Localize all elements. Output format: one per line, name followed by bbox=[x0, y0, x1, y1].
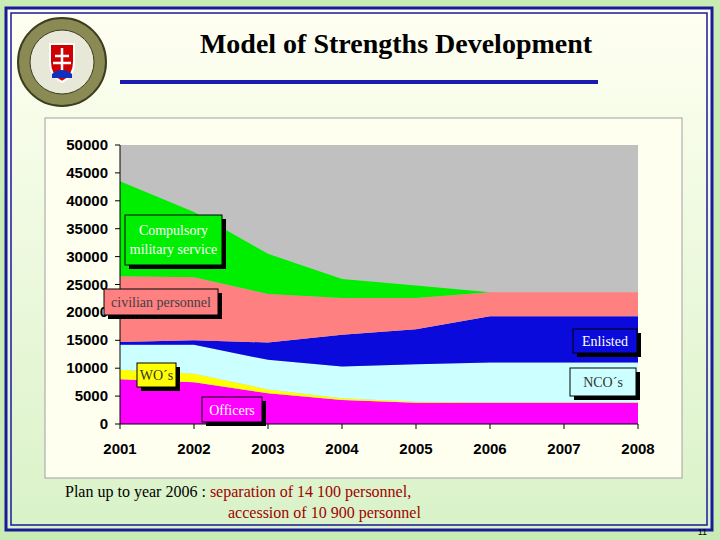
y-tick bbox=[115, 172, 120, 173]
x-tick-label: 2001 bbox=[103, 440, 136, 457]
slide-canvas: Model of Strengths Development 0 5000 10000… bbox=[0, 0, 720, 540]
frame-inner bbox=[11, 13, 707, 525]
x-tick bbox=[268, 424, 269, 429]
slide: Model of Strengths Development 0 5000 10000… bbox=[0, 0, 720, 540]
y-tick bbox=[115, 284, 120, 285]
x-tick bbox=[120, 424, 121, 429]
x-tick bbox=[194, 424, 195, 429]
legend: Officers WO´s NCO´s Enlisted civilian person… bbox=[104, 215, 641, 426]
legend-box bbox=[573, 329, 637, 353]
legend-label-line: Compulsory bbox=[139, 223, 208, 238]
y-tick bbox=[115, 145, 120, 146]
y-tick-label: 20000 bbox=[66, 303, 108, 320]
title-underline bbox=[120, 80, 598, 84]
legend-label: Compulsory military service bbox=[130, 223, 217, 257]
x-tick-label: 2008 bbox=[621, 440, 654, 457]
y-tick bbox=[115, 396, 120, 397]
chart-area bbox=[45, 118, 682, 478]
emblem-hills bbox=[52, 70, 72, 78]
x-tick-label: 2002 bbox=[177, 440, 210, 457]
x-tick-label: 2004 bbox=[325, 440, 359, 457]
y-tick-label: 25000 bbox=[66, 276, 108, 293]
y-tick-label: 30000 bbox=[66, 248, 108, 265]
legend-label: Enlisted bbox=[582, 334, 628, 349]
x-tick-label: 2003 bbox=[251, 440, 284, 457]
annotation: accession of 10 900 personnel bbox=[228, 504, 421, 522]
y-tick bbox=[115, 228, 120, 229]
x-tick bbox=[416, 424, 417, 429]
legend-label: Officers bbox=[209, 403, 255, 418]
emblem bbox=[18, 18, 106, 106]
annotation: Plan up to year 2006 : bbox=[65, 483, 210, 501]
legend-label: WO´s bbox=[140, 368, 173, 383]
legend-label: NCO´s bbox=[583, 375, 623, 390]
emblem-inner bbox=[30, 30, 94, 94]
y-tick-label: 40000 bbox=[66, 192, 108, 209]
x-axis bbox=[120, 424, 638, 425]
x-tick bbox=[564, 424, 565, 429]
y-tick bbox=[115, 340, 120, 341]
legend-box bbox=[137, 363, 176, 387]
y-tick bbox=[115, 424, 120, 425]
y-tick bbox=[115, 200, 120, 201]
x-tick bbox=[342, 424, 343, 429]
y-tick bbox=[115, 256, 120, 257]
y-tick-label: 45000 bbox=[66, 164, 108, 181]
y-tick-label: 5000 bbox=[75, 387, 108, 404]
x-tick bbox=[638, 424, 639, 429]
x-tick-label: 2007 bbox=[547, 440, 580, 457]
y-tick-label: 50000 bbox=[66, 136, 108, 153]
x-tick bbox=[490, 424, 491, 429]
legend-box bbox=[125, 215, 222, 265]
emblem-shield bbox=[50, 44, 74, 82]
legend-box bbox=[202, 397, 262, 422]
page-number: 11 bbox=[698, 527, 707, 537]
legend-label: civilian personnel bbox=[111, 295, 211, 310]
annotation-line: Plan up to year 2006 : separation of 14 … bbox=[65, 483, 411, 501]
legend-box bbox=[570, 368, 636, 396]
y-tick-label: 0 bbox=[100, 415, 108, 432]
y-tick-label: 35000 bbox=[66, 220, 108, 237]
x-tick-label: 2006 bbox=[473, 440, 506, 457]
y-tick-label: 10000 bbox=[66, 359, 108, 376]
frame-outer bbox=[6, 8, 712, 530]
plot-background bbox=[120, 145, 638, 424]
legend-box bbox=[104, 289, 218, 315]
annotation: separation of 14 100 personnel, bbox=[210, 483, 411, 501]
y-tick-label: 15000 bbox=[66, 331, 108, 348]
x-tick-label: 2005 bbox=[399, 440, 432, 457]
y-tick bbox=[115, 368, 120, 369]
legend-label-line: military service bbox=[130, 242, 217, 257]
emblem-ring bbox=[18, 18, 106, 106]
title: Model of Strengths Development bbox=[200, 28, 593, 59]
area bbox=[120, 181, 638, 298]
slide-background bbox=[0, 0, 720, 540]
